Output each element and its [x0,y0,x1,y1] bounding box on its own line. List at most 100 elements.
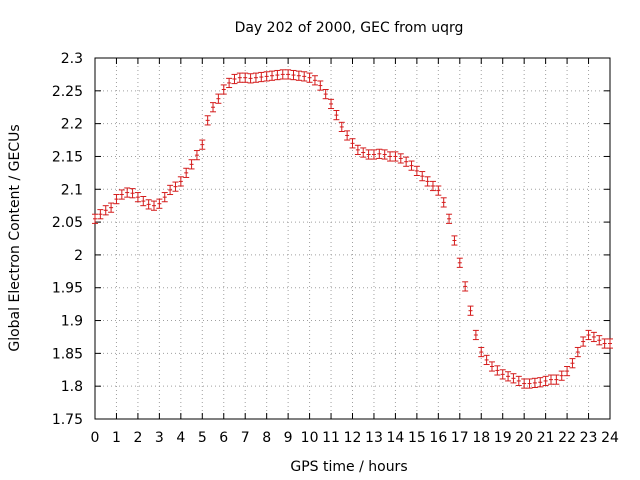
x-tick-label: 13 [365,430,383,446]
data-point [301,71,308,82]
data-point [585,329,592,341]
data-point [472,329,479,341]
x-tick-label: 10 [301,430,319,446]
data-point [478,346,485,358]
data-point [204,115,211,126]
y-tick-label: 2.2 [61,117,83,133]
data-point [510,373,517,384]
data-point [263,71,270,82]
data-point [151,200,158,211]
data-point [521,378,528,389]
data-point [124,187,131,198]
data-point [446,213,453,224]
data-point [145,199,152,210]
y-tick-label: 2.25 [52,84,83,100]
data-point [102,205,109,216]
y-tick-label: 2.3 [61,51,83,67]
data-point [333,110,340,121]
x-tick-label: 9 [284,430,293,446]
y-tick-label: 2.1 [61,182,83,198]
x-tick-label: 12 [344,430,362,446]
x-tick-label: 4 [176,430,185,446]
data-point [580,336,587,347]
data-point [317,80,324,91]
data-point [258,71,265,83]
data-point [199,139,206,150]
x-tick-label: 7 [241,430,250,446]
x-tick-labels: 0 1 2 3 4 5 6 7 8 9 10 11 12 13 14 15 16 17 18 19 20 21 22 23 24 [91,430,619,446]
data-point [306,72,313,83]
data-point [537,377,544,388]
data-point [387,151,394,162]
data-point [574,346,581,358]
y-axis-label: Global Electron Content / GECUs [7,124,23,351]
y-tick-label: 1.8 [61,379,83,395]
plot-frame [94,57,611,420]
data-point [210,102,217,113]
data-point [440,197,447,208]
data-point [92,213,98,224]
data-point [547,374,554,385]
data-point [558,370,565,381]
data-point [413,165,420,176]
data-point [505,371,512,382]
y-tick-label: 1.85 [52,346,83,362]
data-point [607,338,613,349]
data-point [226,77,233,89]
data-point [462,281,469,292]
data-point [488,361,495,372]
y-tick-label: 1.9 [61,314,83,330]
data-point [338,121,345,133]
y-tick-label: 1.75 [52,412,83,428]
data-point [295,70,302,81]
x-tick-label: 15 [408,430,426,446]
data-point [140,195,147,207]
data-point [269,70,276,81]
y-tick-label: 2.05 [52,215,83,231]
data-point [526,378,533,389]
data-point [429,180,436,192]
data-point [242,72,249,83]
data-series [92,69,613,389]
data-point [161,192,168,203]
data-point [403,156,410,167]
x-tick-label: 8 [262,430,271,446]
x-axis-label: GPS time / hours [290,459,407,475]
x-tick-label: 5 [198,430,207,446]
data-point [515,375,522,387]
data-point [311,75,318,86]
data-point [360,147,367,158]
data-point [553,374,560,385]
x-tick-label: 17 [451,430,469,446]
data-point [408,160,415,171]
data-point [456,257,463,268]
data-point [113,194,120,205]
x-tick-label: 2 [133,430,142,446]
data-point [370,149,377,160]
data-point [376,148,383,159]
x-tick-label: 16 [429,430,447,446]
data-point [274,69,281,81]
x-tick-label: 20 [515,430,533,446]
x-tick-label: 3 [155,430,164,446]
data-point [494,365,501,376]
data-point [193,150,200,161]
data-point [129,188,136,199]
data-point [483,354,490,366]
y-tick-label: 2.15 [52,149,83,165]
data-point [451,235,458,246]
data-point [596,335,603,346]
x-tick-label: 1 [112,430,121,446]
data-point [236,72,243,83]
data-point [392,151,399,162]
data-point [279,69,286,80]
data-point [134,192,141,203]
data-point [247,73,254,84]
data-point [354,144,361,155]
x-tick-label: 18 [472,430,490,446]
data-point [156,198,163,209]
data-point [188,159,195,170]
data-point [590,331,597,343]
x-tick-label: 0 [91,430,100,446]
